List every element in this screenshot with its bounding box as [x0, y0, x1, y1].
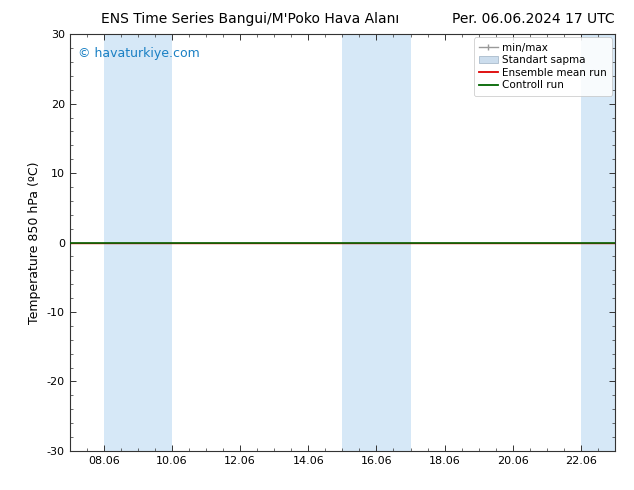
Text: ENS Time Series Bangui/M'Poko Hava Alanı: ENS Time Series Bangui/M'Poko Hava Alanı [101, 12, 399, 26]
Bar [104, 34, 172, 451]
Legend: min/max, Standart sapma, Ensemble mean run, Controll run: min/max, Standart sapma, Ensemble mean r… [474, 37, 612, 96]
Bar [342, 34, 411, 451]
Bar [581, 34, 615, 451]
Text: © havaturkiye.com: © havaturkiye.com [78, 47, 200, 60]
Y-axis label: Temperature 850 hPa (ºC): Temperature 850 hPa (ºC) [28, 161, 41, 324]
Text: Per. 06.06.2024 17 UTC: Per. 06.06.2024 17 UTC [452, 12, 615, 26]
